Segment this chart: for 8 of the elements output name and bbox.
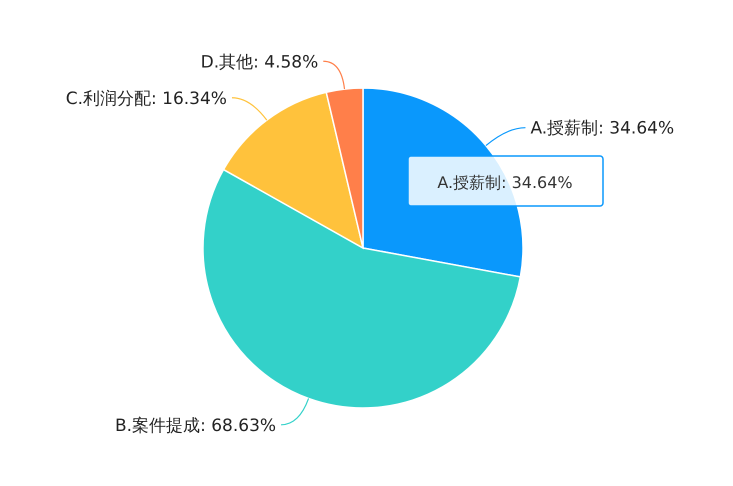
- data-label: : 16.34%: [151, 88, 227, 109]
- data-label: : 34.64%: [598, 118, 674, 139]
- data-label: : 4.58%: [253, 52, 318, 72]
- slice-label: C.利润分配: [66, 88, 152, 109]
- slice-label: D.其他: [200, 52, 254, 72]
- data-label: : 68.63%: [200, 416, 276, 436]
- slice-label: A.授薪制: [530, 118, 598, 139]
- slice-label: B.案件提成: [115, 416, 200, 436]
